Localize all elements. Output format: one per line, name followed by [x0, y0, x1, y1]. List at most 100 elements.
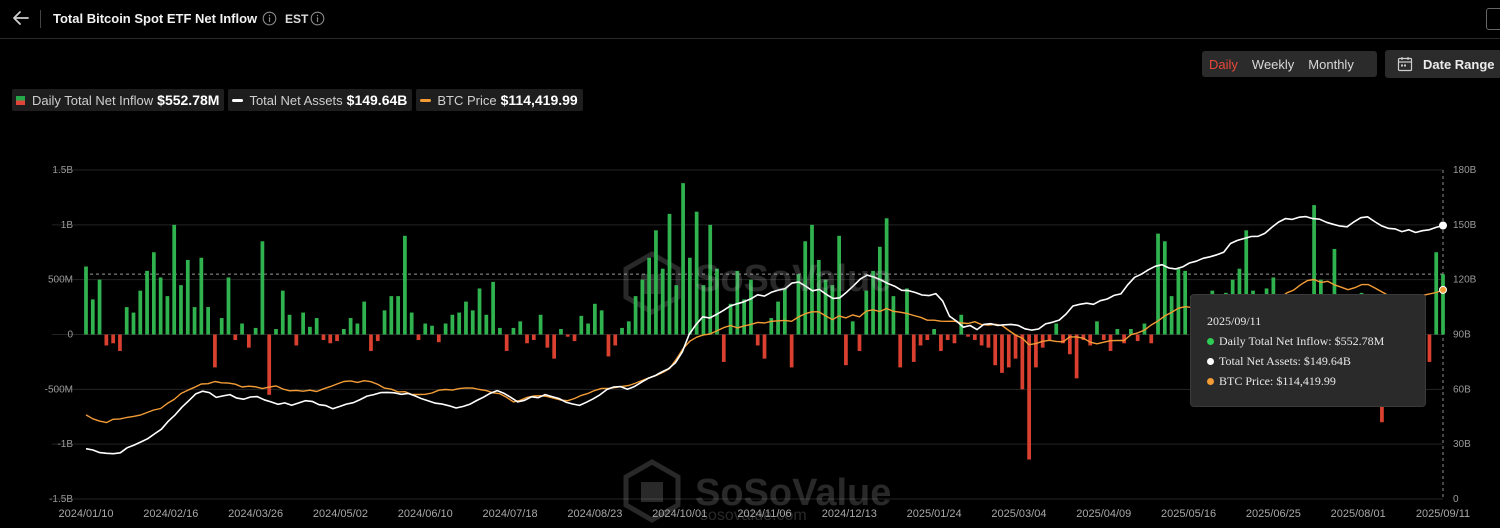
- period-weekly-button[interactable]: Weekly: [1251, 56, 1295, 72]
- x-tick-label: 2025/06/25: [1246, 508, 1301, 520]
- info-icon[interactable]: [262, 11, 277, 31]
- inflow-bar: [1095, 321, 1099, 335]
- inflow-bar: [158, 277, 163, 335]
- inflow-bar: [1149, 334, 1154, 344]
- edit-icon[interactable]: [1486, 8, 1500, 30]
- tooltip-assets-row: Total Net Assets: $149.64B: [1207, 351, 1425, 371]
- legend-inflow[interactable]: Daily Total Net Inflow $552.78M: [12, 89, 225, 111]
- date-range-button[interactable]: Date Range: [1385, 50, 1500, 78]
- chart-tooltip: 2025/09/11 Daily Total Net Inflow: $552.…: [1190, 294, 1426, 407]
- tooltip-inflow-row: Daily Total Net Inflow: $552.78M: [1207, 331, 1425, 351]
- inflow-bar: [219, 318, 224, 335]
- x-tick-label: 2025/05/16: [1161, 508, 1216, 520]
- inflow-bar: [1176, 268, 1181, 335]
- legend-inflow-value: $552.78M: [157, 92, 220, 108]
- inflow-bar: [301, 312, 305, 335]
- inflow-bar: [857, 334, 862, 351]
- inflow-bar: [545, 334, 550, 348]
- y-left-tick-label: -500M: [45, 384, 73, 395]
- btc-price-line-marker: [1439, 285, 1447, 294]
- inflow-bar: [280, 290, 285, 335]
- inflow-bar: [932, 329, 936, 335]
- inflow-bar: [1312, 205, 1316, 335]
- inflow-bar: [409, 312, 414, 335]
- inflow-bar: [844, 334, 848, 366]
- period-monthly-button[interactable]: Monthly: [1308, 56, 1354, 72]
- tooltip-price-row: BTC Price: $114,419.99: [1207, 371, 1425, 391]
- y-left-tick-label: -1.5B: [49, 494, 73, 505]
- x-tick-label: 2025/03/04: [991, 508, 1046, 520]
- inflow-bar: [1027, 334, 1031, 460]
- inflow-bar: [1108, 334, 1113, 351]
- x-tick-label: 2024/11/06: [737, 508, 791, 520]
- watermark-url: sosovalue.com: [700, 507, 807, 524]
- inflow-bar: [593, 303, 597, 335]
- inflow-bar: [416, 334, 421, 340]
- inflow-bar: [348, 318, 353, 335]
- timezone-label: EST: [285, 12, 309, 26]
- inflow-bar: [233, 334, 238, 340]
- inflow-bar: [179, 285, 183, 335]
- inflow-bar: [335, 334, 339, 342]
- inflow-bar: [918, 334, 923, 346]
- inflow-bar: [172, 224, 177, 335]
- inflow-bar: [104, 334, 109, 346]
- tooltip-assets: Total Net Assets: $149.64B: [1219, 353, 1351, 368]
- inflow-bar: [1000, 334, 1004, 373]
- inflow-bar: [1047, 334, 1052, 340]
- inflow-bar: [1135, 334, 1140, 342]
- inflow-bar: [681, 183, 685, 335]
- inflow-bar: [1122, 334, 1126, 344]
- inflow-bar: [1034, 334, 1038, 368]
- inflow-bar: [816, 259, 821, 335]
- inflow-bar: [1156, 233, 1160, 335]
- inflow-bar: [314, 318, 319, 335]
- back-arrow-icon[interactable]: [10, 7, 32, 29]
- inflow-bar: [538, 314, 543, 335]
- timezone-info-icon[interactable]: [310, 11, 325, 31]
- watermark-brand-bottom: SoSoValue: [695, 472, 892, 514]
- legend-inflow-label: Daily Total Net Inflow: [32, 92, 154, 108]
- tooltip-date: 2025/09/11: [1207, 313, 1262, 328]
- inflow-bar: [837, 235, 842, 335]
- legend-assets[interactable]: Total Net Assets $149.64B: [228, 89, 413, 111]
- inflow-bar: [966, 334, 970, 337]
- legend-assets-label: Total Net Assets: [249, 92, 343, 108]
- inflow-bar: [90, 299, 95, 335]
- inflow-bar: [925, 334, 930, 340]
- inflow-bar: [755, 334, 760, 346]
- inflow-bar: [477, 288, 482, 335]
- watermark-brand-top: SoSoValue: [695, 258, 892, 300]
- inflow-bar: [124, 307, 129, 335]
- inflow-bar: [660, 268, 665, 335]
- inflow-bar: [735, 270, 740, 335]
- inflow-bar: [884, 218, 889, 335]
- legend-price-value: $114,419.99: [500, 92, 578, 108]
- total-net-assets-line: [85, 215, 1444, 455]
- inflow-bar: [226, 277, 231, 335]
- watermark-logo-icon: [623, 459, 681, 523]
- inflow-bar: [939, 334, 943, 351]
- inflow-bar: [742, 299, 747, 335]
- inflow-bar: [789, 334, 794, 368]
- inflow-bar: [898, 334, 903, 368]
- y-right-tick-label: 120B: [1453, 275, 1477, 286]
- inflow-bar: [972, 334, 977, 340]
- inflow-bar: [850, 321, 855, 335]
- assets-dot-icon: [1207, 357, 1214, 365]
- inflow-bar: [518, 321, 523, 335]
- inflow-bar: [1061, 334, 1065, 344]
- inflow-bar: [749, 279, 753, 335]
- inflow-bar: [145, 270, 149, 335]
- legend-price[interactable]: BTC Price $114,419.99: [416, 89, 583, 111]
- x-tick-label: 2024/03/26: [228, 508, 283, 520]
- period-daily-button[interactable]: Daily: [1209, 56, 1238, 72]
- inflow-bar: [877, 246, 882, 335]
- inflow-bar: [240, 323, 244, 335]
- inflow-bar: [443, 323, 448, 335]
- inflow-bar: [993, 334, 998, 366]
- inflow-bar: [498, 327, 502, 335]
- inflow-bar: [389, 296, 394, 335]
- period-toggle: Daily Weekly Monthly: [1202, 51, 1377, 77]
- inflow-bar: [274, 329, 278, 335]
